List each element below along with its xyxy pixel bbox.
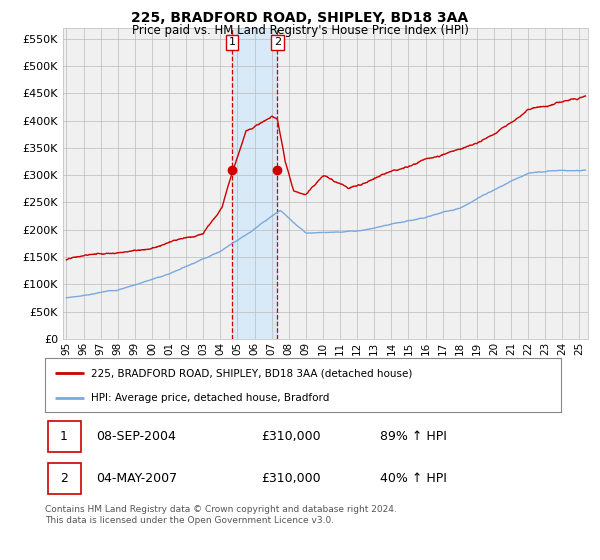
Text: 2: 2 xyxy=(60,472,68,486)
Text: £310,000: £310,000 xyxy=(262,472,322,486)
Text: 225, BRADFORD ROAD, SHIPLEY, BD18 3AA (detached house): 225, BRADFORD ROAD, SHIPLEY, BD18 3AA (d… xyxy=(91,368,413,379)
Text: 40% ↑ HPI: 40% ↑ HPI xyxy=(380,472,447,486)
Text: Price paid vs. HM Land Registry's House Price Index (HPI): Price paid vs. HM Land Registry's House … xyxy=(131,24,469,36)
Text: 08-SEP-2004: 08-SEP-2004 xyxy=(97,430,176,444)
Text: 1: 1 xyxy=(229,38,236,48)
FancyBboxPatch shape xyxy=(47,463,81,494)
Text: 89% ↑ HPI: 89% ↑ HPI xyxy=(380,430,447,444)
FancyBboxPatch shape xyxy=(47,421,81,452)
Text: 04-MAY-2007: 04-MAY-2007 xyxy=(97,472,178,486)
Bar xyxy=(232,28,277,339)
Text: 2: 2 xyxy=(274,38,281,48)
Text: 1: 1 xyxy=(60,430,68,444)
Text: £310,000: £310,000 xyxy=(262,430,322,444)
Text: 225, BRADFORD ROAD, SHIPLEY, BD18 3AA: 225, BRADFORD ROAD, SHIPLEY, BD18 3AA xyxy=(131,11,469,25)
Text: HPI: Average price, detached house, Bradford: HPI: Average price, detached house, Brad… xyxy=(91,393,330,403)
Text: Contains HM Land Registry data © Crown copyright and database right 2024.
This d: Contains HM Land Registry data © Crown c… xyxy=(45,505,397,525)
